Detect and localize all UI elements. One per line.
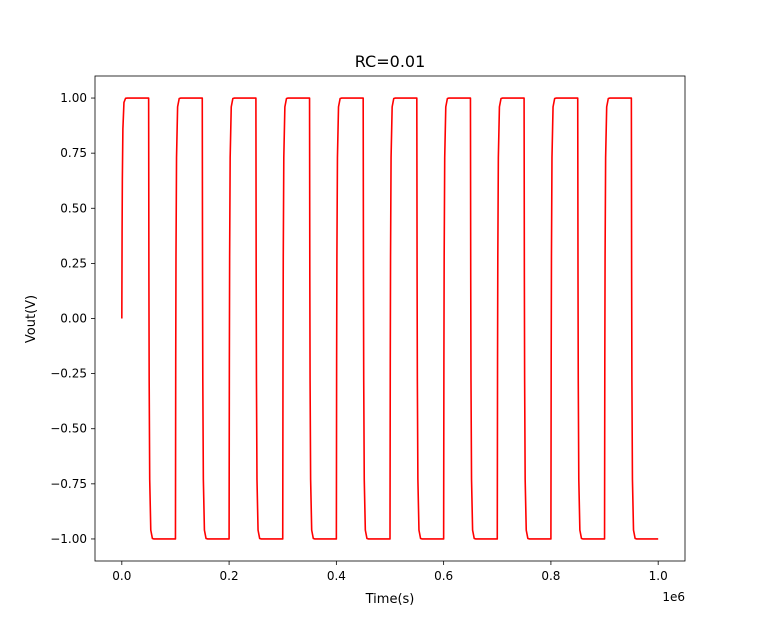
y-tick-label: 0.50	[60, 201, 87, 215]
x-axis-ticks: 0.0 0.2 0.4 0.6 0.8 1.0	[112, 561, 668, 583]
x-axis-label: Time(s)	[365, 592, 415, 607]
x-tick-label: 0.4	[327, 569, 346, 583]
y-tick-label: −0.25	[50, 367, 87, 381]
y-tick-label: −0.75	[50, 477, 87, 491]
y-tick-label: 1.00	[60, 91, 87, 105]
x-tick-label: 0.2	[220, 569, 239, 583]
chart-title: RC=0.01	[355, 52, 426, 71]
series-line	[121, 97, 659, 540]
x-tick-label: 0.6	[434, 569, 453, 583]
y-axis-ticks: 1.00 0.75 0.50 0.25 0.00 −0.25 −0.50 −0.75 −1.00	[50, 91, 95, 546]
y-tick-label: −1.00	[50, 532, 87, 546]
y-axis-label: Vout(V)	[24, 295, 39, 343]
y-tick-label: −0.50	[50, 422, 87, 436]
y-tick-label: 0.00	[60, 312, 87, 326]
x-tick-label: 0.8	[541, 569, 560, 583]
y-tick-label: 0.25	[60, 256, 87, 270]
x-tick-label: 0.0	[112, 569, 131, 583]
y-tick-label: 0.75	[60, 146, 87, 160]
plot-frame	[94, 75, 686, 562]
x-tick-label: 1.0	[649, 569, 668, 583]
plot-series	[121, 97, 659, 540]
x-axis-offset-label: 1e6	[662, 590, 685, 604]
